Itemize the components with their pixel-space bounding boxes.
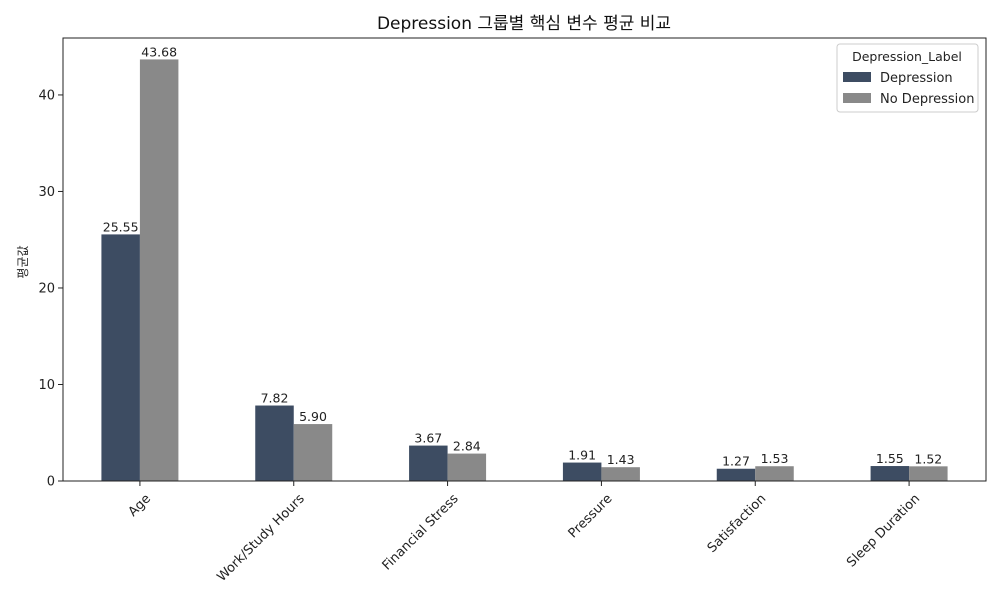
plot-frame	[62, 37, 987, 482]
legend-box	[836, 43, 979, 113]
bar-no-depression	[909, 466, 948, 481]
data-label-depression: 3.67	[414, 431, 442, 446]
x-tick-label: Sleep Duration	[844, 491, 923, 570]
bar-depression	[562, 462, 602, 481]
x-tick-label: Age	[126, 491, 154, 519]
y-tick-label: 20	[38, 281, 55, 296]
x-tick-label-group: Financial Stress	[380, 491, 462, 573]
y-tick-label: 10	[38, 378, 55, 393]
bar-depression	[409, 445, 448, 481]
bar-no-depression	[293, 424, 333, 481]
y-tick-label: 30	[38, 185, 55, 200]
data-label-depression: 1.27	[722, 454, 750, 469]
legend-title: Depression_Label	[852, 49, 962, 64]
y-axis-label: 평균값	[16, 245, 30, 278]
y-tick-label: 40	[38, 88, 55, 103]
x-tick-label-group: Sleep Duration	[844, 491, 923, 570]
data-label-depression: 7.82	[261, 391, 289, 406]
legend-label-no-depression: No Depression	[880, 92, 974, 107]
data-label-no-depression: 1.53	[761, 451, 789, 466]
bar-depression	[870, 466, 910, 481]
x-tick-label: Financial Stress	[380, 491, 462, 573]
bar-depression	[255, 405, 294, 481]
data-label-depression: 25.55	[103, 219, 139, 234]
x-axis: Age Work/Study Hours Financial Stress Press…	[126, 481, 923, 585]
data-label-no-depression: 1.52	[914, 451, 942, 466]
bar-no-depression	[139, 59, 179, 481]
x-tick-label-group: Work/Study Hours	[214, 491, 308, 585]
legend-swatch-depression	[843, 72, 871, 82]
x-tick-label-group: Age	[126, 491, 154, 519]
data-label-depression: 1.91	[568, 448, 596, 463]
bar-no-depression	[447, 453, 487, 481]
data-label-no-depression: 43.68	[141, 44, 177, 59]
legend-swatch-no-depression	[843, 93, 871, 103]
y-tick-label: 0	[47, 475, 55, 490]
data-label-no-depression: 2.84	[453, 439, 481, 454]
bar-depression	[716, 468, 756, 481]
x-tick-label-group: Pressure	[566, 491, 616, 541]
x-tick-label: Work/Study Hours	[214, 491, 308, 585]
y-axis-label-group: 평균값	[16, 245, 30, 278]
data-label-depression: 1.55	[876, 451, 904, 466]
x-tick-label: Satisfaction	[705, 491, 770, 556]
data-label-no-depression: 5.90	[299, 409, 327, 424]
legend-label-depression: Depression	[880, 71, 953, 86]
data-label-no-depression: 1.43	[607, 452, 635, 467]
bar-no-depression	[601, 467, 640, 481]
y-axis: 0 10 20 30 40	[38, 88, 63, 490]
bar-depression	[101, 234, 140, 481]
x-tick-label: Pressure	[566, 491, 616, 541]
bars: 25.55 43.68 7.82 5.90 3.67 2.84 1.91 1.43 1.27 1.…	[101, 44, 948, 481]
legend: Depression_Label Depression No Depressio…	[836, 43, 979, 113]
bar-no-depression	[755, 466, 794, 481]
chart-title: Depression 그룹별 핵심 변수 평균 비교	[377, 14, 671, 34]
x-tick-label-group: Satisfaction	[705, 491, 770, 556]
